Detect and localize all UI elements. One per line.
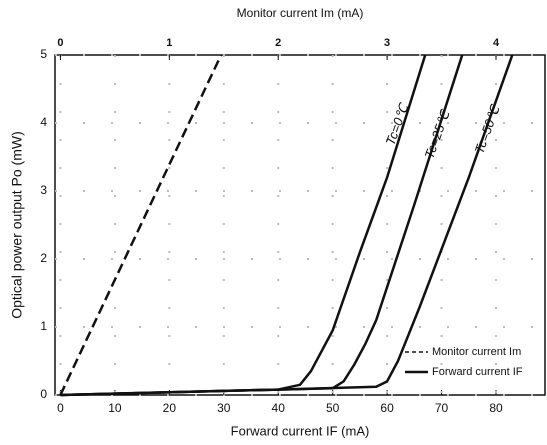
x-tick-label: 80 xyxy=(489,401,503,415)
series-label: Tc=25℃ xyxy=(421,107,453,160)
y-tick-label: 5 xyxy=(40,47,47,61)
plot-frame xyxy=(54,54,546,396)
legend-label: Forward current IF xyxy=(432,366,523,378)
y-tick-label: 3 xyxy=(40,183,47,197)
series-label: Tc=0℃ xyxy=(383,101,412,148)
y-tick-label: 4 xyxy=(40,115,47,129)
x-tick-label: 20 xyxy=(163,401,177,415)
x-tick-label: 10 xyxy=(108,401,122,415)
x2-tick-label: 2 xyxy=(275,37,281,49)
x-axis-title: Forward current IF (mA) xyxy=(231,423,370,438)
legend-label: Monitor current Im xyxy=(432,346,521,358)
x-tick-label: 30 xyxy=(217,401,231,415)
x-tick-label: 70 xyxy=(435,401,449,415)
y-tick-label: 2 xyxy=(40,251,47,265)
x2-tick-label: 1 xyxy=(166,37,172,49)
x2-tick-label: 3 xyxy=(384,37,390,49)
y-axis-title: Optical power output Po (mW) xyxy=(9,131,25,319)
x-tick-label: 0 xyxy=(57,401,64,415)
line-series xyxy=(59,54,223,396)
x2-tick-label: 0 xyxy=(57,37,63,49)
x-tick-label: 50 xyxy=(326,401,340,415)
line-series xyxy=(60,54,514,397)
x-tick-label: 60 xyxy=(380,401,394,415)
y-tick-label: 1 xyxy=(40,319,47,333)
x2-tick-label: 4 xyxy=(493,37,500,49)
y-tick-label: 0 xyxy=(40,387,47,401)
x2-axis-title: Monitor current Im (mA) xyxy=(237,6,364,20)
series-label: Tc=50℃ xyxy=(471,102,503,155)
x-tick-label: 40 xyxy=(272,401,286,415)
